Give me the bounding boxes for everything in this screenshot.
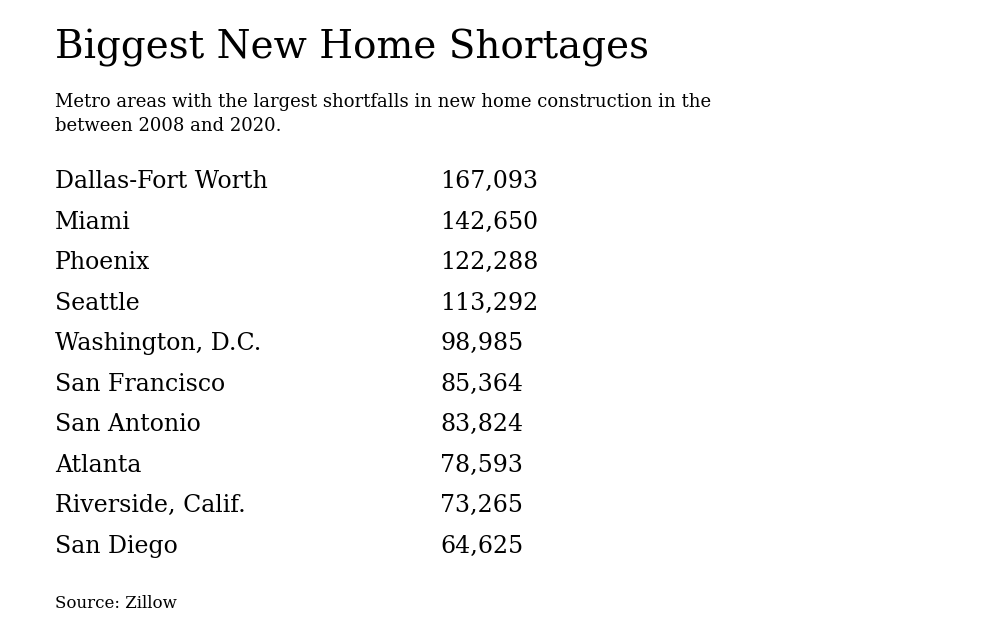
Text: San Diego: San Diego	[55, 535, 178, 558]
Text: Metro areas with the largest shortfalls in new home construction in the
between : Metro areas with the largest shortfalls …	[55, 93, 711, 135]
Text: Seattle: Seattle	[55, 292, 140, 315]
Text: 167,093: 167,093	[440, 170, 538, 194]
Text: Riverside, Calif.: Riverside, Calif.	[55, 494, 246, 518]
Text: Atlanta: Atlanta	[55, 454, 141, 477]
Text: Dallas-Fort Worth: Dallas-Fort Worth	[55, 170, 268, 194]
Text: 85,364: 85,364	[440, 373, 523, 396]
Text: 73,265: 73,265	[440, 494, 523, 518]
Text: 83,824: 83,824	[440, 413, 523, 437]
Text: San Antonio: San Antonio	[55, 413, 201, 437]
Text: 98,985: 98,985	[440, 332, 523, 356]
Text: 78,593: 78,593	[440, 454, 523, 477]
Text: Source: Zillow: Source: Zillow	[55, 595, 177, 612]
Text: Washington, D.C.: Washington, D.C.	[55, 332, 261, 356]
Text: 122,288: 122,288	[440, 251, 538, 275]
Text: Miami: Miami	[55, 211, 131, 234]
Text: Phoenix: Phoenix	[55, 251, 150, 275]
Text: 64,625: 64,625	[440, 535, 523, 558]
Text: Biggest New Home Shortages: Biggest New Home Shortages	[55, 29, 649, 67]
Text: San Francisco: San Francisco	[55, 373, 225, 396]
Text: 142,650: 142,650	[440, 211, 538, 234]
Text: 113,292: 113,292	[440, 292, 538, 315]
